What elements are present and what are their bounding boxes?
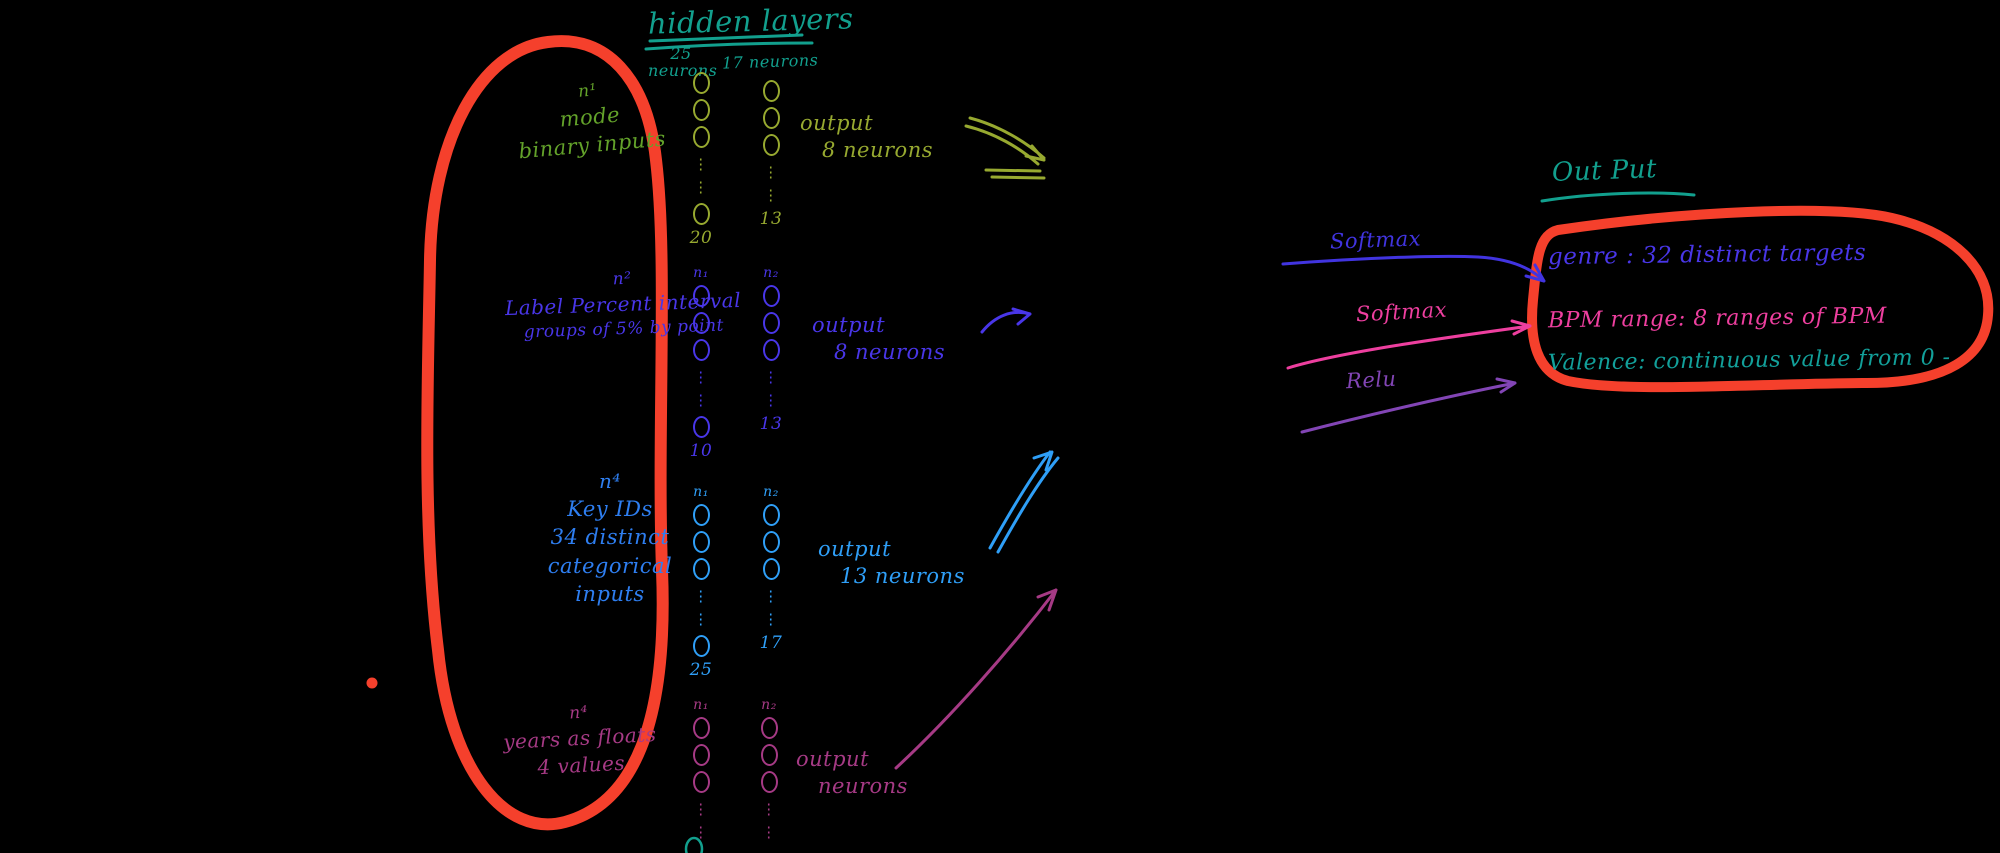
diagram-title: hidden layers (647, 1, 854, 41)
neuron-count: 25 (689, 660, 713, 680)
neuron-count: 10 (689, 441, 713, 461)
neuron-circle (692, 504, 710, 526)
neuron-circle (762, 107, 780, 129)
neuron-count: 17 (759, 633, 783, 653)
neuron-circle (762, 558, 780, 580)
ellipsis-dots: ⋮ ⋮ (761, 800, 777, 841)
neuron-circle (760, 744, 778, 766)
activation-label-relu: Relu (1345, 366, 1398, 394)
arrow-segment-3 (988, 450, 1060, 554)
arrow-segment-2 (980, 307, 1032, 334)
output-count: 8 neurons (834, 340, 945, 365)
neuron-column: ⋮ ⋮ 20 (686, 72, 716, 247)
output-title-underline (1540, 191, 1696, 203)
neuron-label: n₂ (761, 697, 777, 713)
neuron-column: n₁ ⋮ ⋮ (686, 698, 716, 843)
output-label-segment-3: output 13 neurons (818, 536, 965, 591)
neuron-column: ⋮ ⋮ 13 (756, 80, 786, 228)
neuron-circle (760, 771, 778, 793)
activation-label-softmax-1: Softmax (1329, 226, 1422, 254)
output-count: neurons (818, 774, 908, 799)
output-panel-title: Out Put (1551, 154, 1658, 188)
layer-size-label-2: 17 neurons (721, 50, 819, 73)
arrow-segment-4 (894, 588, 1058, 770)
output-word: output (812, 313, 886, 337)
neuron-circle (692, 717, 710, 739)
neuron-circle (762, 504, 780, 526)
neuron-column: n₁ ⋮ ⋮ 10 (686, 266, 716, 460)
neuron-circle (762, 80, 780, 102)
ellipsis-dots: ⋮ ⋮ (693, 800, 709, 841)
output-word: output (796, 747, 870, 771)
neuron-circle (692, 72, 710, 94)
arrow-segment-1 (964, 116, 1046, 180)
neuron-circle (692, 531, 710, 553)
output-label-segment-2: output 8 neurons (812, 312, 945, 367)
neuron-circle (692, 126, 710, 148)
output-line-genre: genre : 32 distinct targets (1547, 239, 1867, 271)
neuron-label: n₂ (763, 265, 779, 281)
neuron-label: n₁ (693, 697, 709, 713)
input-line: 34 distinct (550, 525, 670, 550)
neuron-circle (762, 134, 780, 156)
ellipsis-dots: ⋮ ⋮ (693, 155, 709, 196)
neuron-circle (760, 717, 778, 739)
neuron-circle (692, 339, 710, 361)
output-label-segment-1: output 8 neurons (800, 110, 933, 165)
input-block-1: n¹ mode binary inputs (502, 73, 678, 167)
neuron-count: 20 (689, 228, 713, 248)
neuron-count: 13 (759, 209, 783, 229)
neuron-circle (692, 203, 710, 225)
output-count: 13 neurons (840, 564, 965, 589)
input-block-4: n⁴ years as floats 4 values (478, 697, 682, 784)
output-label-segment-4: output neurons (796, 746, 908, 801)
neuron-circle (692, 558, 710, 580)
input-block-3: n⁴ Key IDs 34 distinct categorical input… (520, 468, 700, 608)
neuron-circle (762, 312, 780, 334)
neuron-column: n₂ ⋮ ⋮ 13 (756, 266, 786, 433)
ellipsis-dots: ⋮ ⋮ (763, 163, 779, 204)
ellipsis-dots: ⋮ ⋮ (763, 587, 779, 628)
neuron-circle (692, 285, 710, 307)
output-line-valence: Valence: continuous value from 0 - (1547, 345, 1951, 376)
output-line-bpm: BPM range: 8 ranges of BPM (1547, 303, 1888, 334)
neuron-circle (692, 99, 710, 121)
neuron-column: n₂ ⋮ ⋮ 17 (756, 485, 786, 652)
input-line: categorical (547, 553, 673, 578)
output-count: 8 neurons (822, 138, 933, 163)
neuron-label: n₁ (693, 484, 709, 500)
output-word: output (800, 111, 874, 135)
red-dot (366, 677, 378, 689)
neuron-circle (692, 312, 710, 334)
ellipsis-dots: ⋮ ⋮ (763, 368, 779, 409)
neuron-circle (762, 285, 780, 307)
neuron-column: n₁ ⋮ ⋮ 25 (686, 485, 716, 679)
ellipsis-dots: ⋮ ⋮ (693, 587, 709, 628)
arrow-softmax-1 (1281, 254, 1546, 283)
neuron-circle (692, 416, 710, 438)
neuron-label: n₂ (763, 484, 779, 500)
neuron-column: n₂ ⋮ ⋮ (754, 698, 784, 843)
neuron-label: n₁ (693, 265, 709, 281)
ellipsis-dots: ⋮ ⋮ (693, 368, 709, 409)
activation-label-softmax-2: Softmax (1355, 297, 1448, 327)
neuron-circle (762, 339, 780, 361)
input-line: inputs (575, 582, 645, 607)
neuron-count: 13 (759, 414, 783, 434)
neuron-circle (692, 771, 710, 793)
input-superscript: n⁴ (599, 469, 621, 493)
neuron-circle (762, 531, 780, 553)
input-line: Key IDs (567, 497, 653, 521)
output-word: output (818, 537, 892, 561)
neuron-circle (692, 744, 710, 766)
arrow-softmax-2 (1286, 319, 1532, 370)
arrow-relu (1300, 377, 1517, 434)
neuron-circle (692, 635, 710, 657)
